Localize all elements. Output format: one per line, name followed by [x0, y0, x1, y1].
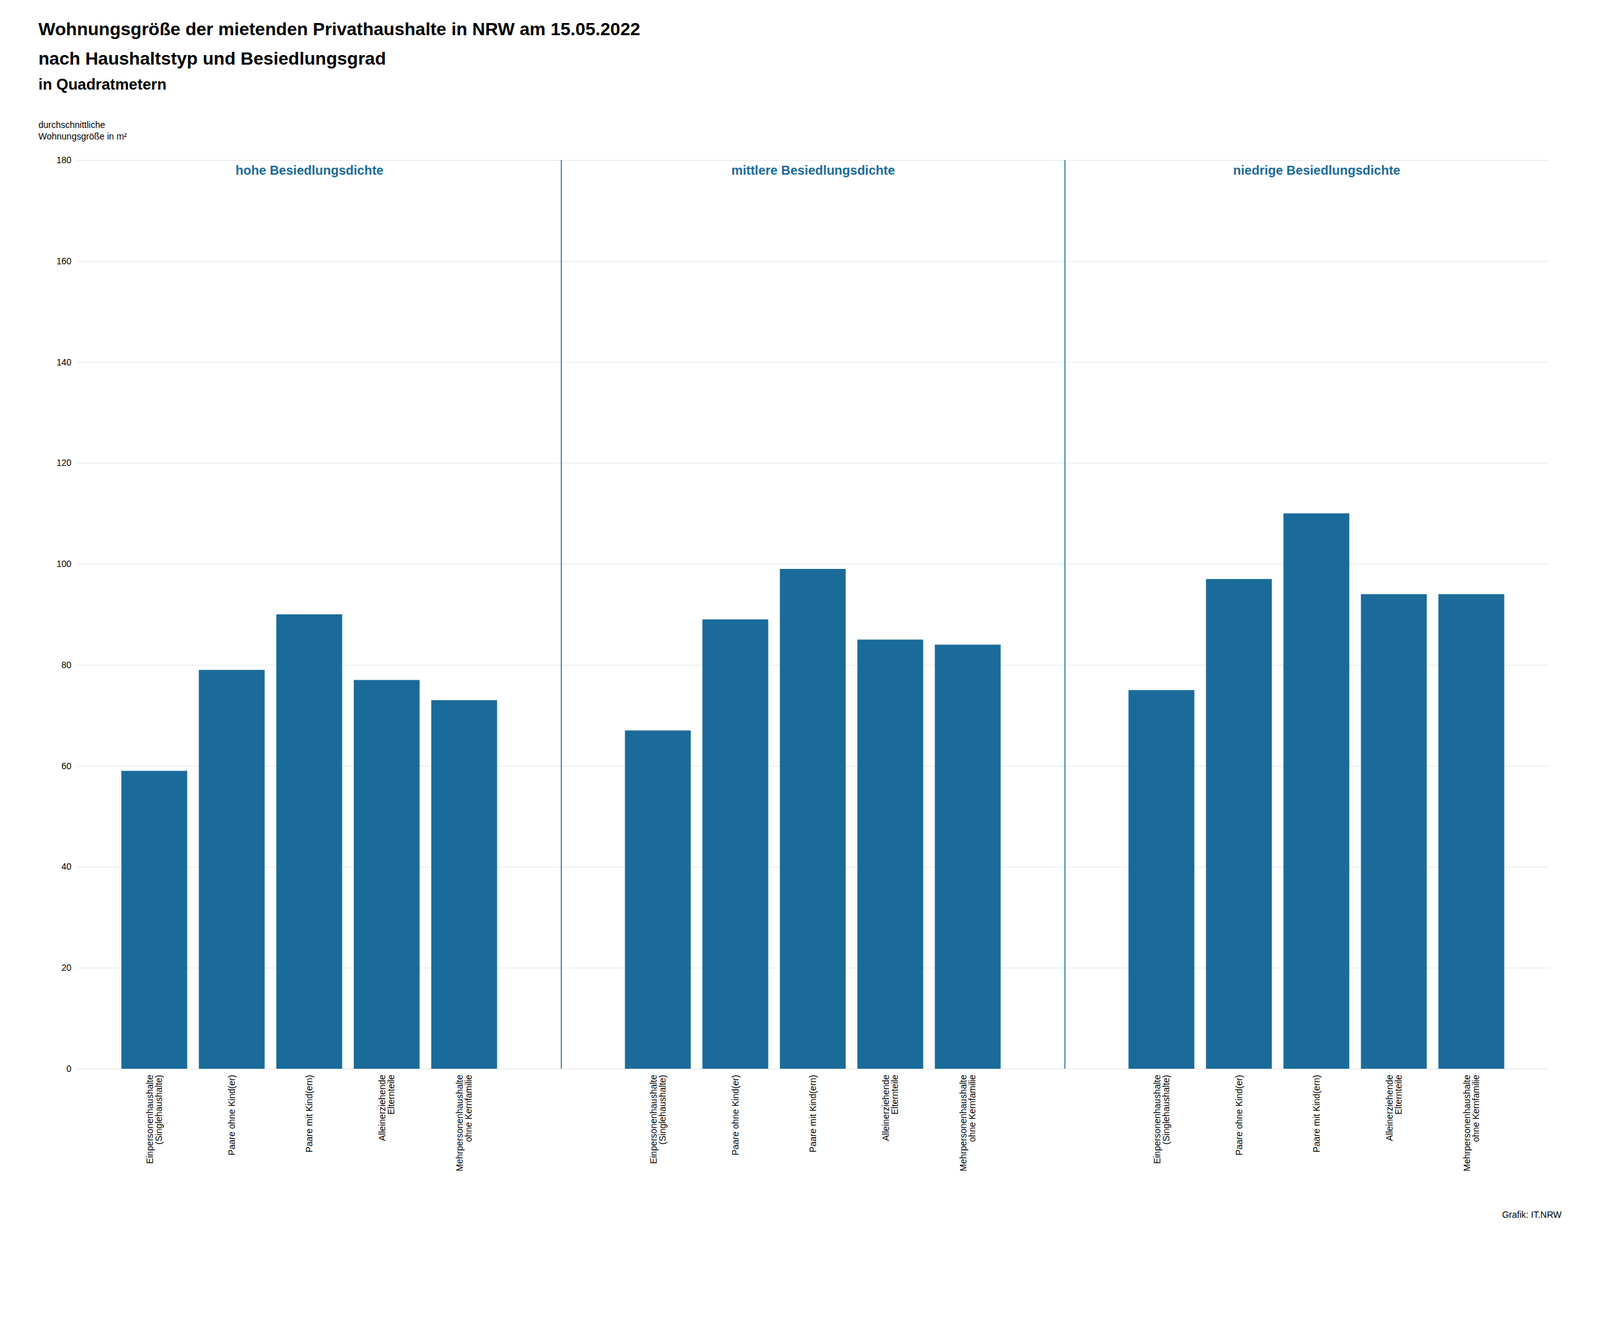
- svg-text:Paare mit Kind(ern): Paare mit Kind(ern): [807, 1075, 818, 1153]
- html-text:durchschnittliche Wohnungsgröß: durchschnittliche Wohnungsgröße in m²: [38, 119, 127, 142]
- svg-text:hohe Besiedlungsdichte: hohe Besiedlungsdichte: [235, 163, 384, 178]
- svg-text:Paare ohne Kind(er): Paare ohne Kind(er): [226, 1075, 237, 1156]
- svg-text:Einpersonenhaushalte(Singlehau: Einpersonenhaushalte(Singlehaushalte): [648, 1075, 668, 1165]
- svg-text:100: 100: [56, 558, 72, 569]
- svg-text:Einpersonenhaushalte(Singlehau: Einpersonenhaushalte(Singlehaushalte): [144, 1075, 164, 1165]
- svg-text:AlleinerziehendeElternteile: AlleinerziehendeElternteile: [1384, 1075, 1404, 1142]
- svg-text:Mehrpersonenhaushalteohne Kern: Mehrpersonenhaushalteohne Kernfamilie: [454, 1075, 474, 1172]
- svg-text:Paare ohne Kind(er): Paare ohne Kind(er): [730, 1075, 741, 1156]
- svg-text:Paare mit Kind(ern): Paare mit Kind(ern): [1311, 1075, 1322, 1153]
- svg-text:Mehrpersonenhaushalteohne Kern: Mehrpersonenhaushalteohne Kernfamilie: [1461, 1075, 1481, 1172]
- svg-text:40: 40: [61, 862, 72, 873]
- svg-text:Paare ohne Kind(er): Paare ohne Kind(er): [1233, 1075, 1245, 1156]
- svg-text:AlleinerziehendeElternteile: AlleinerziehendeElternteile: [376, 1075, 397, 1142]
- svg-text:120: 120: [56, 458, 72, 469]
- svg-text:20: 20: [61, 963, 72, 974]
- svg-text:60: 60: [61, 760, 72, 772]
- svg-text:Einpersonenhaushalte(Singlehau: Einpersonenhaushalte(Singlehaushalte): [1152, 1075, 1172, 1165]
- svg-text:niedrige Besiedlungsdichte: niedrige Besiedlungsdichte: [1233, 163, 1401, 178]
- html-text:Grafik: IT.NRW: Grafik: IT.NRW: [1502, 1209, 1562, 1221]
- html-text:Wohnungsgröße der mietenden Pr: Wohnungsgröße der mietenden Privathausha…: [38, 19, 641, 40]
- svg-text:AlleinerziehendeElternteile: AlleinerziehendeElternteile: [880, 1075, 900, 1142]
- html-text:nach Haushaltstyp und Besiedlu: nach Haushaltstyp und Besiedlungsgrad: [38, 48, 386, 69]
- svg-text:160: 160: [56, 256, 72, 267]
- svg-text:180: 180: [56, 154, 72, 166]
- svg-text:80: 80: [61, 659, 72, 671]
- html-text:in Quadratmetern: in Quadratmetern: [38, 75, 167, 93]
- svg-text:140: 140: [56, 357, 72, 368]
- svg-text:mittlere Besiedlungsdichte: mittlere Besiedlungsdichte: [731, 163, 896, 178]
- svg-text:Mehrpersonenhaushalteohne Kern: Mehrpersonenhaushalteohne Kernfamilie: [958, 1075, 978, 1172]
- svg-text:0: 0: [66, 1063, 72, 1074]
- svg-text:Paare mit Kind(ern): Paare mit Kind(ern): [304, 1075, 315, 1153]
